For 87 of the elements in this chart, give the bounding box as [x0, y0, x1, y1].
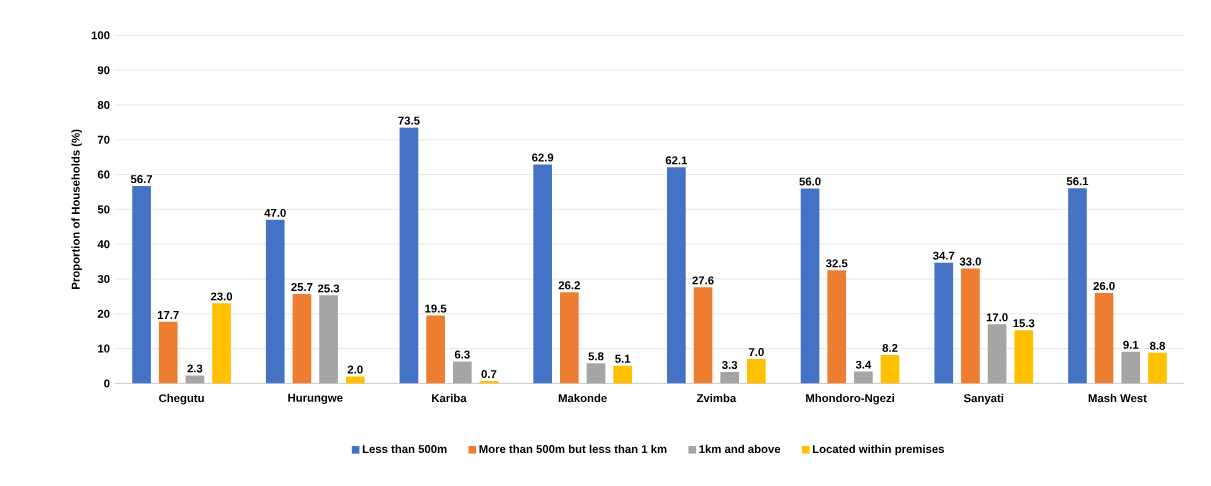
data-label: 5.1	[615, 354, 631, 363]
bar	[426, 315, 445, 384]
x-tick-label: Mash West	[1088, 393, 1147, 403]
legend-label: Located within premises	[812, 444, 945, 456]
bar	[1148, 352, 1167, 384]
bar	[533, 164, 552, 384]
bar	[212, 303, 231, 384]
data-label: 62.1	[665, 156, 688, 165]
data-label: 34.7	[932, 251, 955, 260]
data-label: 25.7	[291, 282, 313, 291]
x-tick-label: Hurungwe	[288, 393, 343, 404]
data-label: 17.0	[986, 313, 1008, 322]
data-label: 56.7	[130, 175, 153, 184]
bar	[185, 375, 205, 384]
data-label: 3.4	[855, 360, 872, 369]
y-axis-title: Proportion of Households (%)	[71, 129, 82, 289]
data-label: 26.2	[558, 281, 580, 290]
data-label: 62.9	[532, 153, 554, 162]
legend-label: 1km and above	[699, 444, 781, 453]
bar	[747, 359, 766, 384]
bar	[800, 188, 820, 384]
data-label: 15.3	[1013, 319, 1035, 328]
y-tick-label: 10	[98, 344, 110, 353]
data-label: 6.3	[454, 350, 470, 359]
y-tick-label: 40	[97, 240, 110, 249]
bar	[961, 268, 980, 384]
x-tick-label: Makonde	[558, 393, 607, 403]
y-tick-label: 30	[97, 274, 110, 283]
data-label: 8.8	[1149, 341, 1166, 350]
bar	[452, 361, 472, 384]
data-label: 3.3	[722, 360, 738, 369]
bar	[586, 363, 606, 384]
data-label: 25.3	[317, 284, 340, 293]
bar	[1014, 330, 1034, 384]
bar	[827, 270, 847, 384]
x-tick-label: Zvimba	[696, 393, 737, 403]
bar	[854, 371, 873, 384]
bar	[1068, 188, 1087, 384]
bar	[693, 287, 713, 384]
data-label: 32.5	[825, 259, 848, 268]
y-tick-label: 70	[97, 135, 110, 144]
bar	[880, 354, 900, 384]
data-label: 17.7	[157, 311, 179, 319]
y-tick-label: 60	[97, 170, 110, 179]
bar	[265, 219, 285, 384]
bar	[934, 262, 954, 384]
data-label: 0.7	[481, 369, 497, 378]
legend-label: Less than 500m	[362, 444, 447, 453]
data-label: 5.8	[588, 352, 604, 361]
y-tick-label: 0	[104, 379, 110, 388]
bar	[559, 292, 579, 384]
data-label: 23.0	[210, 292, 233, 301]
bar	[613, 365, 633, 384]
y-tick-label: 20	[97, 309, 110, 318]
x-tick-label: Chegutu	[159, 393, 204, 405]
data-label: 2.0	[347, 365, 363, 374]
x-tick-label: Sanyati	[963, 393, 1004, 405]
bar	[319, 295, 338, 384]
legend-label: More than 500m but less than 1 km	[479, 444, 667, 453]
data-label: 73.5	[398, 116, 420, 125]
y-tick-label: 90	[97, 66, 110, 75]
x-tick-label: Kariba	[432, 393, 467, 403]
bar	[1094, 292, 1114, 384]
bar	[345, 376, 365, 384]
bar	[399, 127, 419, 384]
data-label: 27.6	[692, 276, 714, 285]
data-label: 2.3	[187, 364, 203, 373]
y-tick-label: 50	[97, 205, 110, 214]
data-label: 47.0	[264, 208, 286, 217]
x-tick-label: Mhondoro-Ngezi	[806, 393, 894, 405]
bar	[158, 321, 178, 384]
data-label: 19.5	[425, 304, 447, 313]
data-label: 56.1	[1066, 177, 1089, 186]
data-label: 9.1	[1123, 340, 1139, 349]
bar	[1121, 351, 1141, 384]
data-label: 8.2	[882, 343, 898, 352]
data-label: 56.0	[799, 177, 821, 186]
bar	[667, 167, 686, 384]
bar	[720, 371, 740, 384]
y-tick-label: 100	[91, 31, 110, 40]
data-label: 7.0	[748, 348, 764, 357]
bar	[292, 293, 312, 384]
data-label: 33.0	[959, 257, 981, 266]
y-tick-label: 80	[97, 100, 110, 109]
bar	[987, 324, 1007, 384]
bar	[132, 186, 151, 384]
data-label: 26.0	[1093, 281, 1115, 290]
